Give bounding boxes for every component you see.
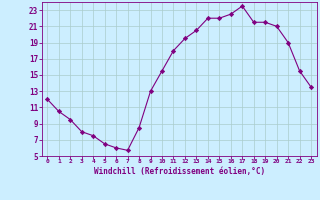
X-axis label: Windchill (Refroidissement éolien,°C): Windchill (Refroidissement éolien,°C) bbox=[94, 167, 265, 176]
